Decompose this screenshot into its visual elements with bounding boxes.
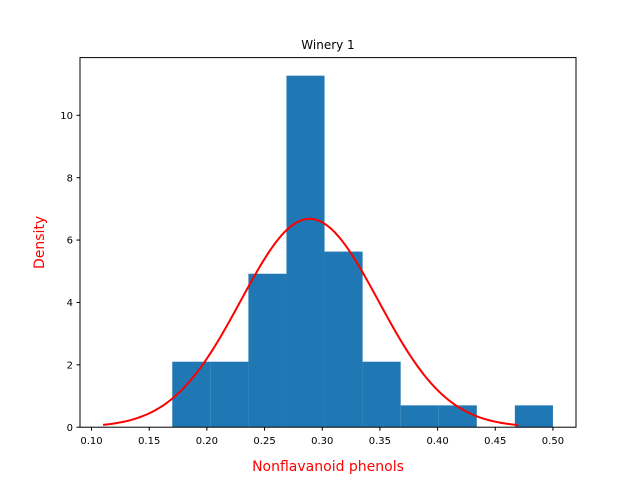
histogram-bar-7 <box>400 405 439 428</box>
x-tick-label: 0.30 <box>311 436 333 447</box>
histogram-bars <box>172 75 553 428</box>
x-tick-label: 0.50 <box>542 436 564 447</box>
x-axis-ticks: 0.10 0.15 0.20 0.25 0.30 0.35 0.40 0.45 0.50 <box>80 427 564 447</box>
y-tick-label: 8 <box>67 173 73 184</box>
chart-title: Winery 1 <box>301 38 354 52</box>
y-axis-ticks: 0 2 4 6 8 10 <box>60 111 80 434</box>
x-tick-label: 0.15 <box>138 436 160 447</box>
histogram-bar-2 <box>210 361 249 428</box>
x-tick-label: 0.10 <box>80 436 102 447</box>
histogram-bar-10 <box>514 405 553 428</box>
histogram-bar-6 <box>362 361 401 428</box>
y-axis-label: Density <box>32 216 48 269</box>
x-tick-label: 0.45 <box>484 436 506 447</box>
y-tick-label: 2 <box>67 360 73 371</box>
histogram-bar-5 <box>324 251 363 428</box>
y-tick-label: 4 <box>67 298 73 309</box>
y-tick-label: 10 <box>60 111 73 122</box>
x-tick-label: 0.35 <box>369 436 391 447</box>
x-tick-label: 0.25 <box>253 436 275 447</box>
x-tick-label: 0.20 <box>196 436 218 447</box>
plot-frame <box>79 57 577 428</box>
x-axis-label: Nonflavanoid phenols <box>252 459 404 475</box>
normal-density-curve <box>102 217 519 427</box>
histogram-bar-1 <box>172 361 211 428</box>
y-tick-label: 0 <box>67 423 73 434</box>
x-tick-label: 0.40 <box>426 436 448 447</box>
y-tick-label: 6 <box>67 236 73 247</box>
histogram-bar-3 <box>248 273 287 428</box>
histogram-bar-4 <box>286 75 325 428</box>
histogram-bar-8 <box>438 405 477 428</box>
